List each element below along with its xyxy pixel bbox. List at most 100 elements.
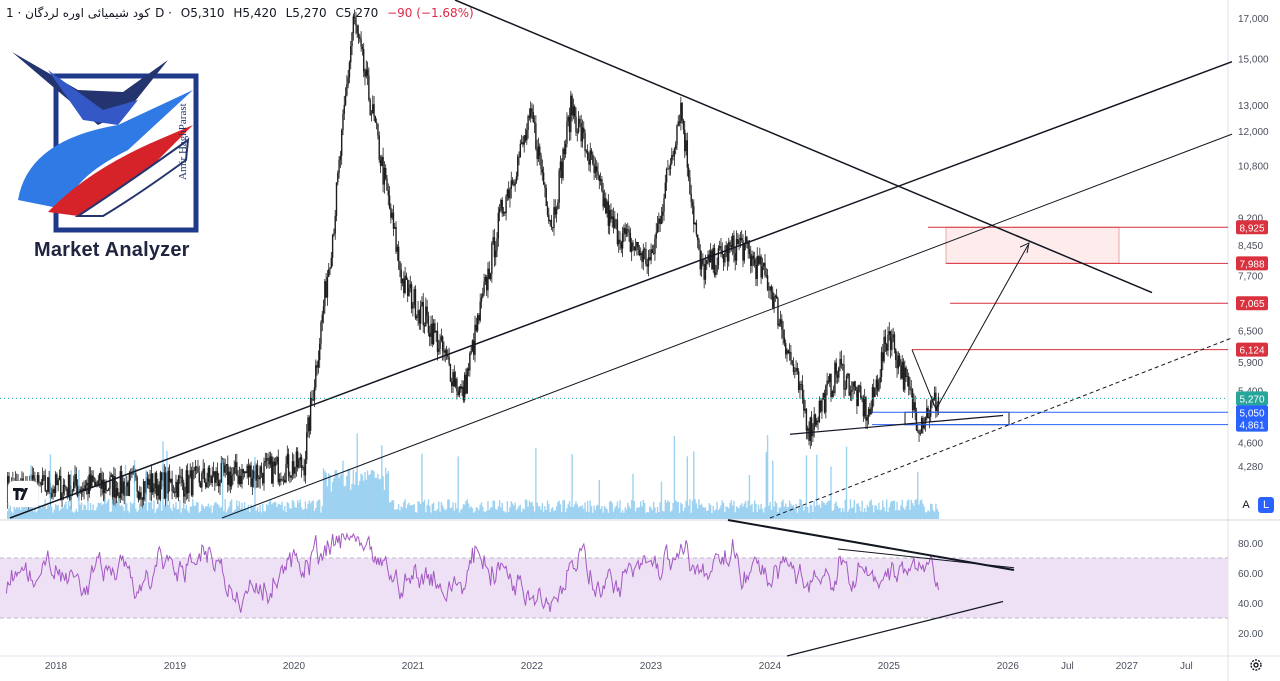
volume-bar <box>787 506 789 519</box>
candle-body <box>148 479 150 485</box>
volume-bar <box>87 500 89 519</box>
candle-body <box>445 350 448 356</box>
candle-body <box>391 212 393 218</box>
candle-body <box>287 454 290 476</box>
candle-body <box>897 355 900 369</box>
volume-bar <box>933 511 936 519</box>
candle-body <box>359 36 361 39</box>
candle-body <box>849 391 852 396</box>
volume-bar <box>355 472 357 519</box>
volume-bar <box>304 501 307 519</box>
candle-body <box>237 475 239 484</box>
candle-body <box>924 417 927 424</box>
candle-body <box>161 472 163 481</box>
candle-body <box>649 257 651 261</box>
volume-bar <box>27 509 30 519</box>
candle-body <box>733 235 735 254</box>
candle-body <box>350 46 352 63</box>
volume-bar <box>432 502 435 519</box>
candle-body <box>234 462 237 468</box>
candle-body <box>652 253 655 254</box>
volume-bar <box>781 501 783 519</box>
candle-body <box>777 298 779 326</box>
volume-bar <box>54 504 57 519</box>
volume-bar <box>466 499 468 519</box>
auto-scale-button[interactable]: A <box>1238 497 1254 513</box>
candle-body <box>480 297 483 302</box>
volume-bar <box>278 504 281 519</box>
candle-body <box>822 393 824 400</box>
volume-bar <box>862 512 865 519</box>
volume-bar <box>548 503 550 519</box>
volume-bar <box>427 499 430 519</box>
candle-body <box>149 479 151 493</box>
volume-bar <box>505 512 507 519</box>
candle-body <box>444 350 446 353</box>
candle-body <box>882 352 884 362</box>
candle-body <box>198 472 200 483</box>
volume-bar <box>170 508 172 519</box>
candle-body <box>763 262 765 267</box>
volume-bar <box>649 506 651 519</box>
candle-body <box>866 417 868 421</box>
volume-bar <box>580 506 582 519</box>
candle-body <box>834 362 836 393</box>
volume-bar <box>158 503 160 519</box>
volume-bar <box>740 503 743 519</box>
volume-bar <box>300 507 303 519</box>
candle-body <box>638 250 641 256</box>
volume-bar <box>426 504 428 519</box>
volume-bar <box>651 510 654 519</box>
candle-body <box>215 471 217 483</box>
candle-body <box>625 229 628 235</box>
candle-body <box>88 474 90 494</box>
candle-body <box>557 202 559 209</box>
volume-bar <box>151 509 154 519</box>
volume-bar <box>449 508 452 519</box>
volume-bar <box>716 501 718 519</box>
volume-bar <box>12 512 14 519</box>
volume-bar <box>149 502 151 519</box>
candle-body <box>342 113 344 131</box>
candle-body <box>715 272 717 276</box>
volume-bar <box>484 511 487 519</box>
candle-body <box>896 360 898 369</box>
volume-bar <box>734 512 736 519</box>
log-scale-button[interactable]: L <box>1258 497 1274 513</box>
candle-body <box>463 374 466 401</box>
volume-bar <box>326 486 329 519</box>
settings-gear-icon[interactable] <box>1249 658 1263 672</box>
tradingview-logo-icon[interactable] <box>8 481 38 507</box>
candle-body <box>280 478 282 481</box>
price-label-box <box>1236 220 1268 235</box>
volume-bar <box>553 511 555 519</box>
volume-bar <box>161 510 163 519</box>
volume-bar <box>128 512 131 519</box>
volume-bar <box>338 477 340 519</box>
candle-body <box>598 175 600 182</box>
volume-bar <box>801 505 804 519</box>
candle-body <box>443 350 445 353</box>
volume-bar <box>102 503 105 519</box>
candle-body <box>100 473 102 489</box>
volume-bar <box>440 502 443 519</box>
volume-bar <box>139 503 141 519</box>
volume-bar <box>733 500 735 519</box>
volume-bar <box>773 506 775 519</box>
candle-body <box>865 397 867 421</box>
candle-body <box>533 122 536 124</box>
candle-body <box>63 484 66 487</box>
candle-body <box>392 212 395 229</box>
candle-body <box>685 140 687 152</box>
volume-bar <box>671 510 673 519</box>
volume-bar <box>891 500 893 519</box>
volume-bar <box>541 503 544 519</box>
volume-bar <box>883 507 885 519</box>
price-label-text: 7,065 <box>1239 299 1264 310</box>
volume-bar <box>628 505 630 519</box>
candle-body <box>844 388 846 390</box>
candle-body <box>821 399 823 412</box>
candle-body <box>590 150 593 155</box>
candle-body <box>233 467 235 474</box>
